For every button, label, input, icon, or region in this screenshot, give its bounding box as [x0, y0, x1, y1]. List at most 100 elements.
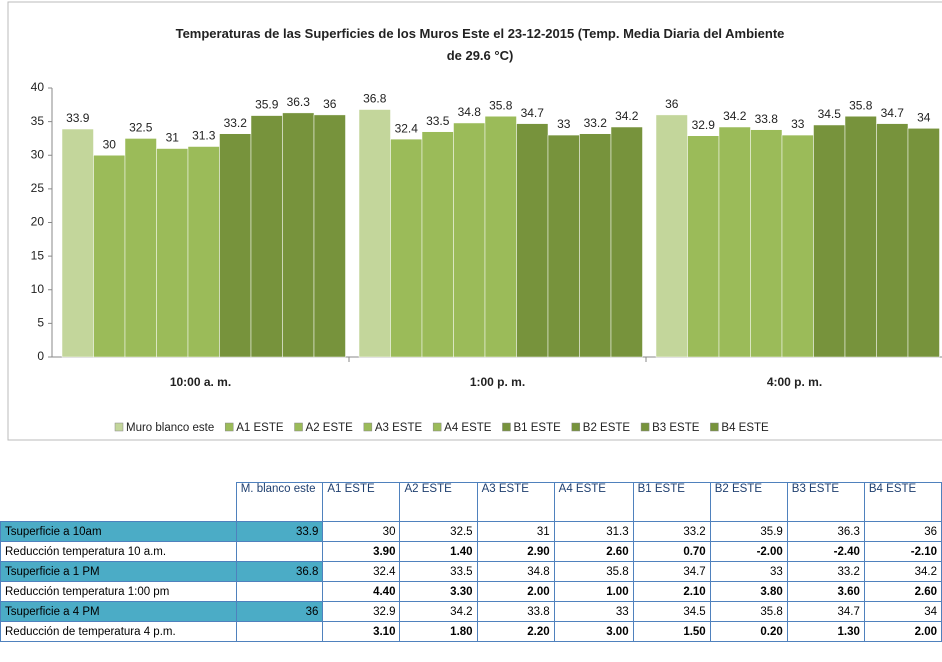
- table-cell: [235, 581, 324, 602]
- legend-label: B4 ESTE: [721, 422, 769, 434]
- bar: [282, 112, 315, 358]
- table-cell: 35.9: [709, 521, 788, 542]
- table-cell: 2.60: [553, 541, 634, 562]
- table-cell: A1 ESTE: [322, 482, 401, 522]
- bar-value-label: 33: [791, 117, 805, 131]
- table-cell: 2.60: [863, 581, 942, 602]
- bar-value-label: 33.2: [584, 116, 608, 130]
- table-cell: M. blanco este: [235, 482, 324, 522]
- table-cell: 34: [863, 601, 942, 622]
- table-cell: 3.60: [786, 581, 865, 602]
- table-cell: 2.00: [863, 621, 942, 642]
- bar: [655, 114, 688, 358]
- legend-label: A4 ESTE: [444, 422, 492, 434]
- bar-value-label: 34.7: [881, 106, 905, 120]
- legend-swatch: [294, 422, 303, 432]
- x-tick-label: 10:00 a. m.: [170, 375, 231, 389]
- table-row: Reducción temperatura 1:00 pm 4.40 3.30 2.0…: [0, 581, 942, 602]
- table-cell: 1.30: [786, 621, 865, 642]
- bar: [750, 129, 783, 358]
- table-cell: 35.8: [553, 561, 634, 582]
- legend-swatch: [571, 422, 581, 432]
- table-cell: -2.00: [709, 541, 788, 562]
- bar-value-label: 35.9: [255, 98, 279, 112]
- table-cell: 3.30: [399, 581, 478, 602]
- table-cell: 2.00: [476, 581, 555, 602]
- table-cell: 36.3: [786, 521, 865, 542]
- bar: [876, 123, 909, 358]
- bar: [579, 133, 612, 358]
- bar-value-label: 32.4: [395, 121, 419, 135]
- bar: [390, 138, 423, 358]
- table-cell: B1 ESTE: [632, 482, 711, 522]
- y-tick-label: 15: [31, 248, 45, 262]
- legend-label: B1 ESTE: [513, 422, 561, 434]
- table-cell: 31: [476, 521, 555, 542]
- table-cell: 34.2: [863, 561, 942, 582]
- x-tick-label: 4:00 p. m.: [767, 375, 822, 389]
- bar: [93, 155, 126, 358]
- table-row: Tsuperficie a 1 PM 36.8 32.4 33.5 34.8 35.8 34…: [0, 561, 942, 582]
- table-cell: 4.40: [322, 581, 401, 602]
- table-cell: [235, 541, 324, 562]
- bar: [484, 115, 517, 358]
- table-cell: 33.5: [399, 561, 478, 582]
- table-cell: 3.80: [709, 581, 788, 602]
- table-cell: 1.40: [399, 541, 478, 562]
- table-cell: 33.8: [476, 601, 555, 622]
- bar: [610, 126, 643, 358]
- table-cell: 3.90: [322, 541, 401, 562]
- table-cell: B3 ESTE: [786, 482, 865, 522]
- table-cell: Reducción temperatura 10 a.m.: [0, 541, 237, 562]
- bar: [844, 115, 877, 358]
- bar-value-label: 34.7: [521, 106, 545, 120]
- bar: [813, 124, 846, 358]
- table-cell: -2.10: [863, 541, 942, 562]
- table-cell: 32.5: [399, 521, 478, 542]
- bar: [124, 138, 157, 358]
- table-cell: 34.5: [632, 601, 711, 622]
- legend-label: Muro blanco este: [126, 422, 214, 434]
- chart: Temperaturas de las Superficies de los M…: [7, 1, 942, 441]
- legend-swatch: [363, 422, 373, 432]
- table-cell: [1, 483, 237, 522]
- bar: [250, 115, 283, 358]
- table-cell: 30: [322, 521, 401, 542]
- table-row: Tsuperficie a 10am 33.9 30 32.5 31 31.3 33.2 35…: [0, 521, 942, 542]
- bar-value-label: 34.8: [458, 105, 482, 119]
- bar-value-label: 34.2: [723, 109, 747, 123]
- table-cell: Tsuperficie a 1 PM: [0, 561, 237, 582]
- table-cell: 1.00: [553, 581, 634, 602]
- bar-value-label: 35.8: [489, 98, 513, 112]
- bar-value-label: 33.2: [224, 116, 248, 130]
- table-cell: 0.20: [709, 621, 788, 642]
- table-cell: 33.9: [235, 521, 324, 542]
- table-cell: -2.40: [786, 541, 865, 562]
- bar: [313, 114, 346, 358]
- bar: [516, 123, 549, 358]
- table-cell: 2.90: [476, 541, 555, 562]
- legend-label: A3 ESTE: [375, 422, 423, 434]
- bar: [219, 133, 252, 358]
- legend-swatch: [710, 422, 719, 432]
- y-tick-label: 0: [37, 349, 44, 363]
- bar-value-label: 33.9: [66, 111, 90, 125]
- y-tick-label: 40: [31, 80, 45, 94]
- table-cell: 32.4: [322, 561, 401, 582]
- table-cell: 3.00: [553, 621, 634, 642]
- legend-label: B3 ESTE: [652, 422, 700, 434]
- table-cell: 36: [235, 601, 324, 622]
- y-tick-label: 30: [31, 147, 45, 161]
- table-cell: 2.20: [476, 621, 555, 642]
- legend-label: A2 ESTE: [306, 422, 354, 434]
- table-cell: Reducción de temperatura 4 p.m.: [0, 621, 237, 642]
- bar: [156, 148, 189, 358]
- bar: [687, 135, 720, 358]
- table-cell: 32.9: [322, 601, 401, 622]
- table-cell: 35.8: [709, 601, 788, 622]
- y-tick-label: 25: [31, 181, 45, 195]
- table-cell: 0.70: [632, 541, 711, 562]
- bar: [547, 134, 580, 358]
- bar: [421, 131, 454, 358]
